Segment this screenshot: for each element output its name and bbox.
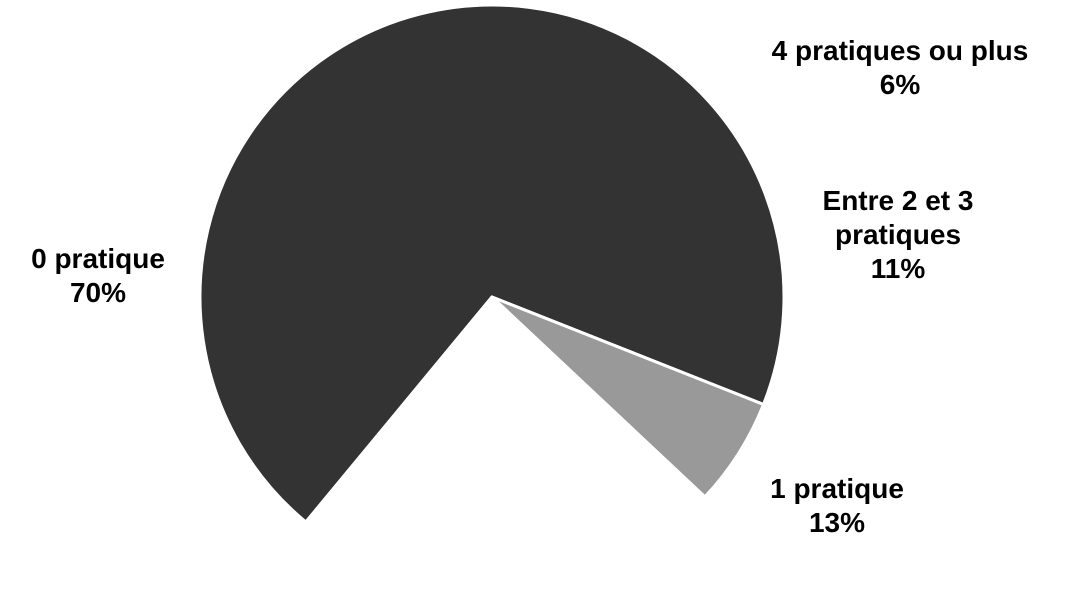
pie-labels: 0 pratique 70% 4 pratiques ou plus 6% Entre … bbox=[31, 35, 1028, 538]
slice-value-label: 70% bbox=[70, 277, 126, 308]
slice-category-label: 0 pratique bbox=[31, 243, 165, 274]
slice-label-1: 4 pratiques ou plus 6% bbox=[772, 35, 1029, 100]
slice-label-2: Entre 2 et 3 pratiques 11% bbox=[823, 185, 974, 284]
slice-category-label: Entre 2 et 3 bbox=[823, 185, 974, 216]
slice-value-label: 11% bbox=[871, 253, 926, 284]
slice-category-label: pratiques bbox=[835, 219, 961, 250]
slice-value-label: 6% bbox=[880, 69, 921, 100]
pie-slice-0 bbox=[198, 3, 786, 524]
pie-slice-3 bbox=[304, 295, 531, 590]
slice-category-label: 4 pratiques ou plus bbox=[772, 35, 1029, 66]
pie-slices bbox=[198, 3, 786, 590]
pie-slice-2 bbox=[490, 295, 707, 589]
slice-label-0: 0 pratique 70% bbox=[31, 243, 165, 308]
slice-category-label: 1 pratique bbox=[770, 473, 904, 504]
slice-label-3: 1 pratique 13% bbox=[770, 473, 904, 538]
slice-value-label: 13% bbox=[809, 507, 865, 538]
